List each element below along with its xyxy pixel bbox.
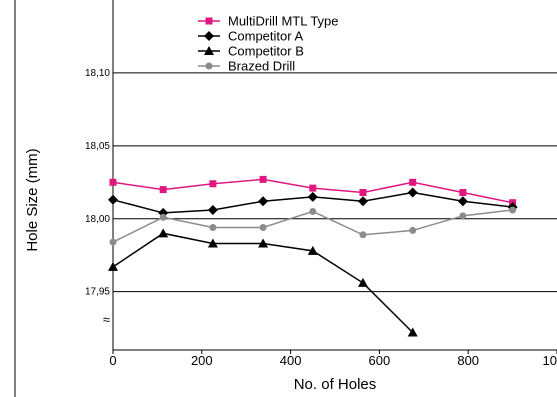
y-axis-title: Hole Size (mm) [24, 148, 41, 251]
series-2-point-3 [258, 238, 269, 248]
x-tick-label-2: 400 [280, 353, 302, 368]
y-tick-label-2: 18,00 [85, 214, 110, 225]
x-tick-label-3: 600 [369, 353, 391, 368]
series-1-point-0 [108, 194, 118, 205]
series-2-point-2 [207, 238, 218, 248]
y-tick-label-3: 17,95 [85, 287, 110, 298]
series-3-point-3 [259, 224, 267, 231]
series-0-point-2 [209, 180, 217, 188]
series-3-point-6 [409, 226, 417, 234]
series-2-point-4 [307, 245, 318, 255]
series-3-point-7 [459, 212, 467, 220]
series-0-point-7 [459, 189, 467, 196]
series-3-point-4 [309, 207, 317, 215]
gridlines [113, 72, 557, 293]
series-2-point-5 [357, 277, 368, 287]
x-tick-label-0: 0 [109, 353, 116, 368]
series-1-point-7 [457, 196, 468, 207]
legend-marker-1 [204, 31, 214, 41]
y-tick-label-0: 18,10 [85, 68, 110, 79]
series-1-point-4 [307, 191, 318, 202]
series-0-point-3 [259, 175, 267, 183]
legend-marker-0 [205, 17, 213, 25]
legend-label-3: Brazed Drill [228, 59, 295, 74]
legend-label-2: Competitor B [228, 44, 304, 59]
series-1-point-2 [207, 205, 218, 215]
x-tick-label-1: 200 [191, 353, 213, 368]
legend-marker-3 [205, 62, 213, 70]
series-0-point-4 [309, 184, 317, 192]
series-0-point-5 [359, 189, 367, 196]
series-3-point-1 [159, 213, 167, 221]
legend-label-1: Competitor A [228, 29, 303, 44]
series-1-point-6 [407, 187, 418, 198]
series-0-point-6 [409, 178, 417, 186]
legend-marker-2 [204, 46, 214, 55]
y-tick-label-1: 18,05 [85, 141, 110, 152]
series-0-point-1 [159, 186, 167, 194]
series-3-point-8 [509, 206, 517, 214]
y-axis-break-symbol: ≈ [103, 312, 110, 327]
x-tick-label-5: 1000 [543, 353, 557, 368]
series-3-point-0 [109, 238, 117, 246]
x-axis-title: No. of Holes [294, 376, 377, 393]
series-2-point-6 [407, 327, 418, 337]
x-tick-label-4: 800 [457, 353, 479, 368]
series-2-point-1 [158, 228, 169, 238]
legend-label-0: MultiDrill MTL Type [228, 14, 339, 29]
series-1-point-5 [357, 196, 368, 207]
series-0-point-0 [109, 178, 117, 186]
series-3-point-5 [359, 231, 367, 239]
series-3-point-2 [209, 224, 217, 231]
series-2-point-0 [108, 261, 118, 271]
axis-labels: No. of Holes Hole Size (mm) [24, 148, 376, 393]
series-1-point-3 [258, 196, 269, 207]
axes: 18,10 18,05 18,00 17,95 ≈0 200 400 600 800 1000 [14, 0, 557, 397]
series-layer [108, 175, 518, 337]
